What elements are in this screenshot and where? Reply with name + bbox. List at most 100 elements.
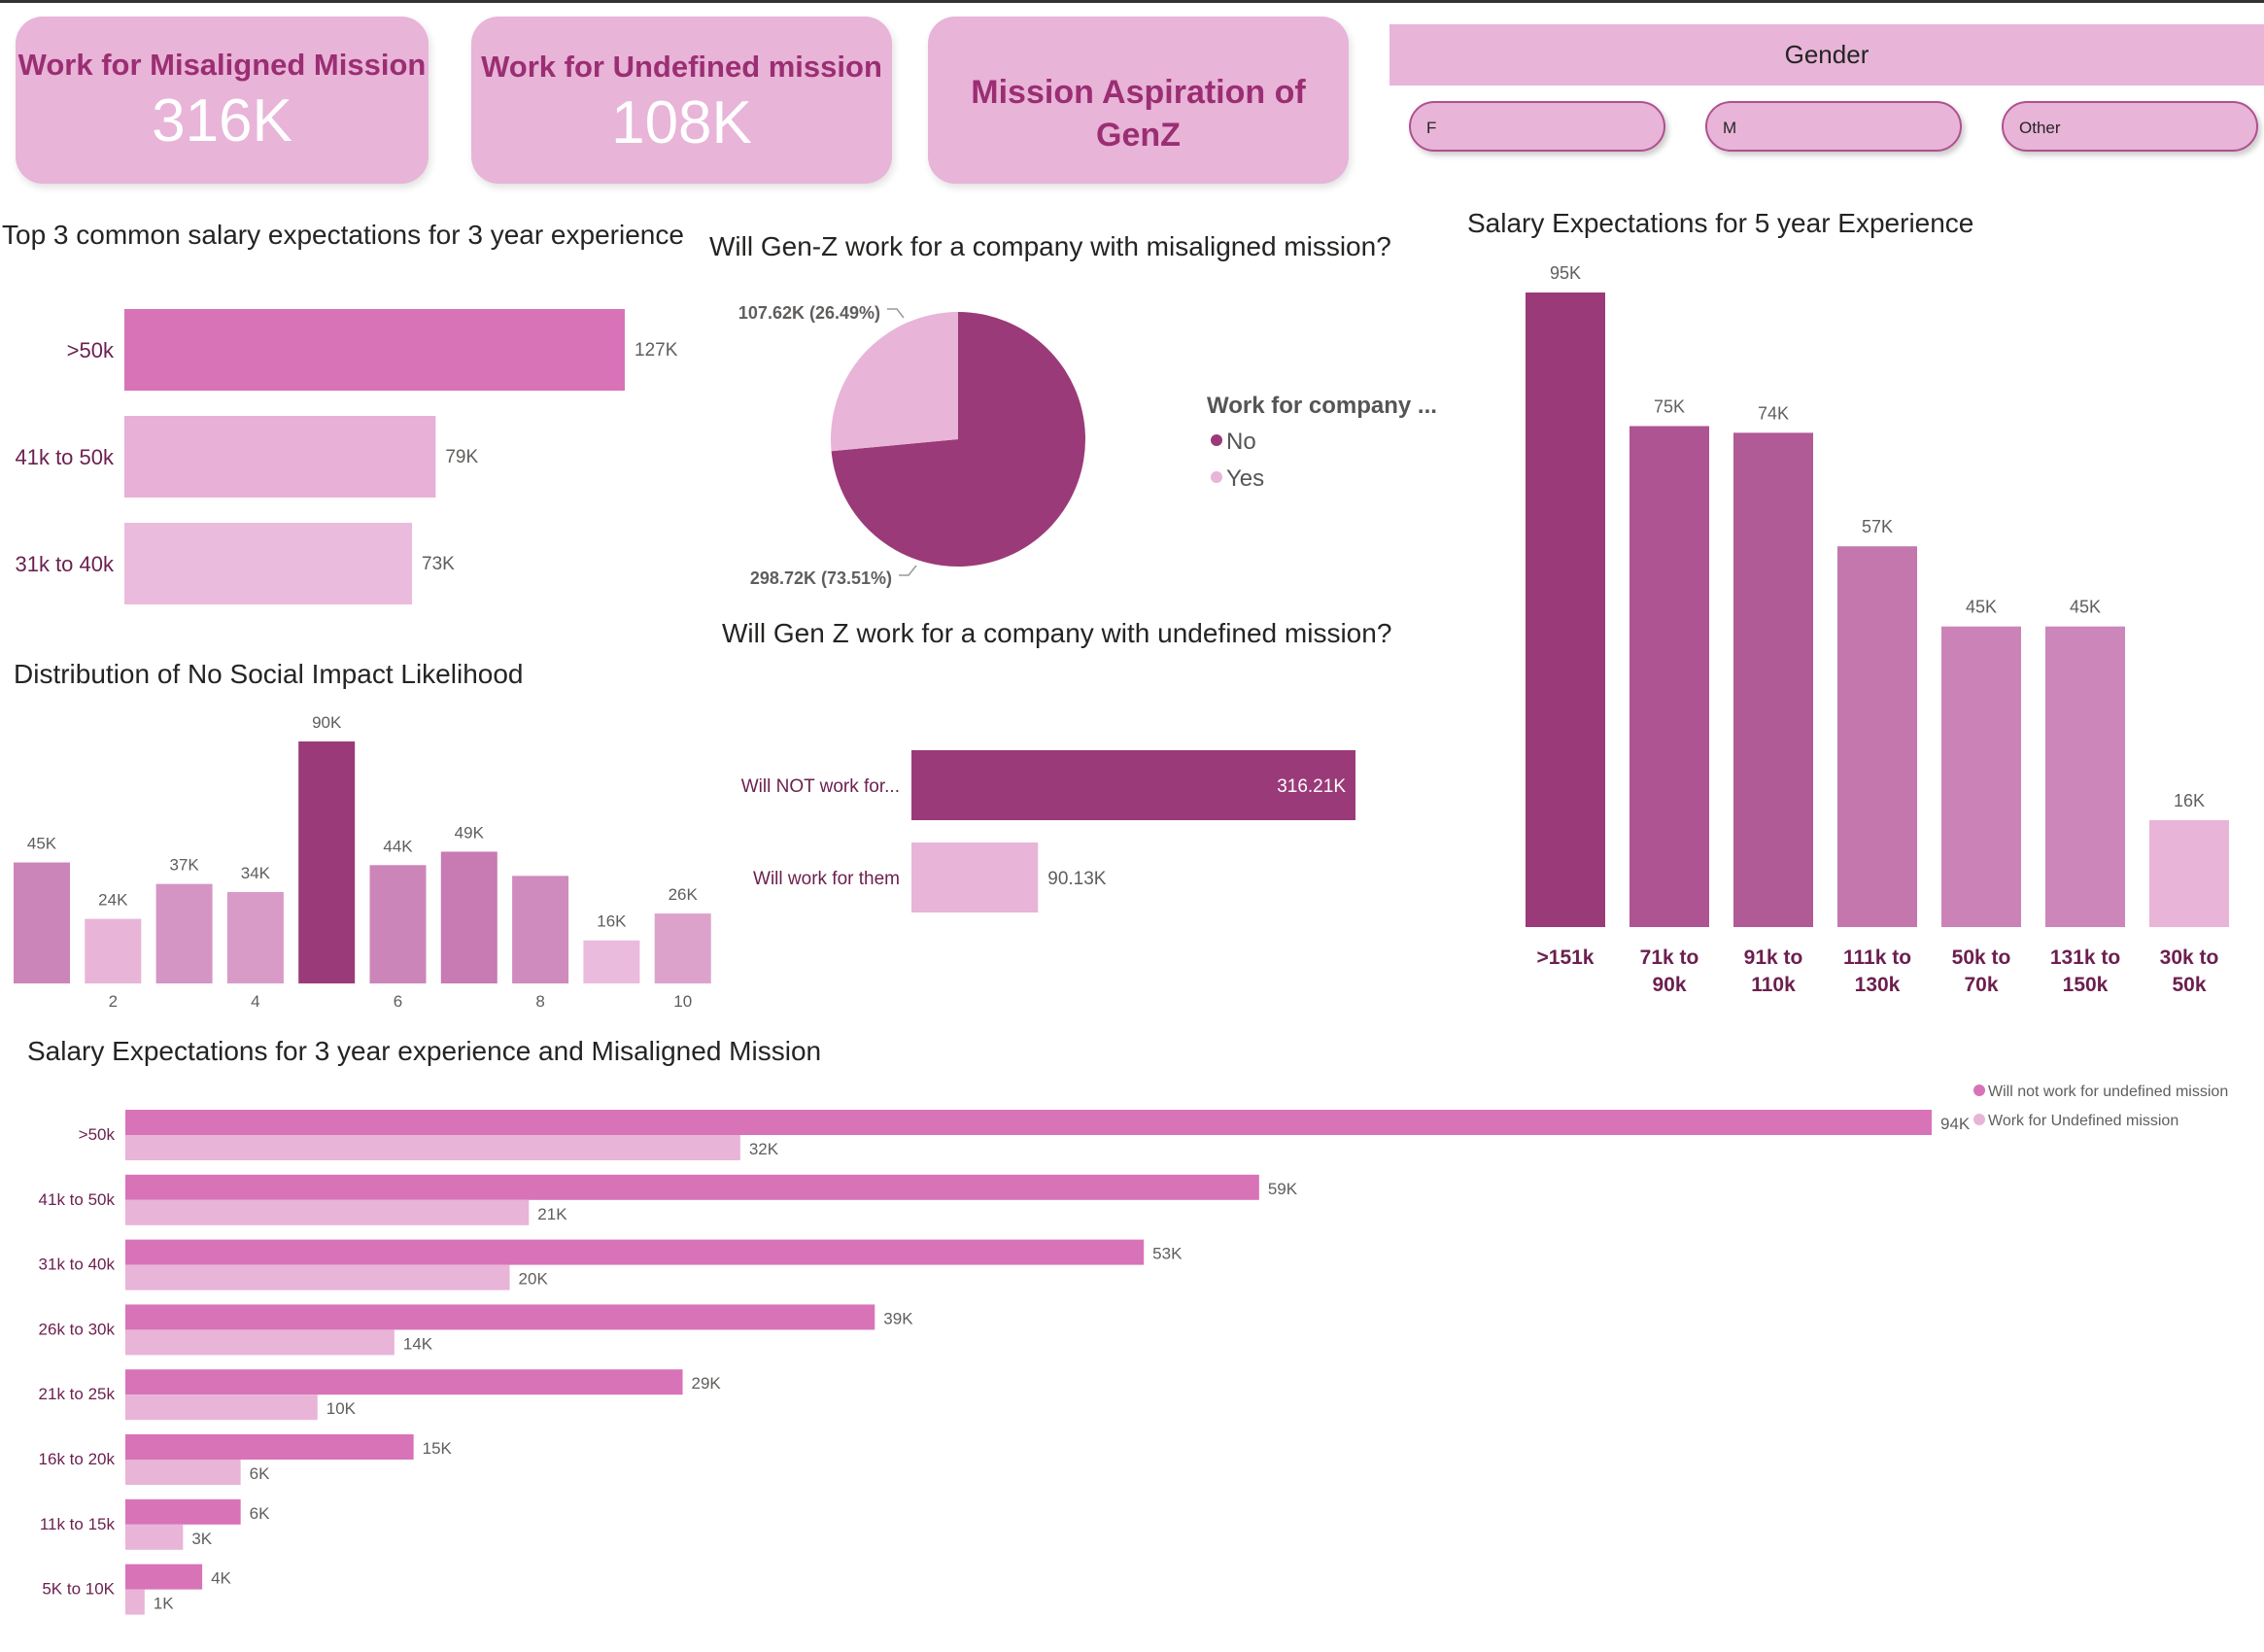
misaligned-bar-will-not-work <box>125 1369 683 1395</box>
misaligned-bar-work <box>125 1329 394 1356</box>
kpi-card-aspiration: Mission Aspiration of GenZ <box>928 17 1349 184</box>
top3-bar <box>124 416 436 498</box>
top-border <box>0 0 2264 3</box>
misaligned-value-label: 53K <box>1152 1245 1183 1263</box>
kpi-undefined-value: 108K <box>611 89 752 156</box>
kpi-misaligned-value: 316K <box>152 87 292 155</box>
top3-category-label: >50k <box>67 338 115 362</box>
misaligned-category-label: >50k <box>79 1125 116 1144</box>
misaligned-legend-marker <box>1973 1084 1985 1096</box>
distribution-bar <box>155 883 213 983</box>
pie-legend-marker <box>1211 471 1222 483</box>
misaligned-legend-label: Work for Undefined mission <box>1988 1113 2178 1129</box>
undefined-value-label: 90.13K <box>1047 869 1107 889</box>
misaligned-value-label: 94K <box>1940 1115 1971 1133</box>
misaligned-bar-work <box>125 1524 184 1550</box>
top3-category-label: 41k to 50k <box>15 445 115 469</box>
gender-option-other[interactable]: Other <box>2002 101 2258 152</box>
misaligned-value-label: 3K <box>191 1530 212 1548</box>
five-year-category-label: 111k to <box>1843 946 1911 969</box>
five-year-category-label: 50k to <box>1952 946 2011 969</box>
five-year-bar <box>1629 426 1709 927</box>
distribution-bar <box>226 891 284 983</box>
undefined-value-label: 316.21K <box>1277 776 1346 797</box>
misaligned-bar-work <box>125 1264 510 1291</box>
five-year-bar <box>1837 546 1917 927</box>
misaligned-value-label: 15K <box>423 1439 453 1458</box>
chart-title-undefined: Will Gen Z work for a company with undef… <box>722 618 1392 648</box>
misaligned-value-label: 20K <box>519 1270 549 1289</box>
misaligned-value-label: 59K <box>1268 1180 1298 1198</box>
misaligned-category-label: 11k to 15k <box>40 1515 116 1533</box>
pie-legend-label: Yes <box>1226 465 1264 492</box>
gender-option-f[interactable]: F <box>1409 101 1665 152</box>
top3-category-label: 31k to 40k <box>15 552 115 576</box>
distribution-tick-label: 10 <box>673 992 692 1011</box>
pie-slice-yes <box>831 312 958 452</box>
misaligned-bar-work <box>125 1394 318 1421</box>
chart-title-five-year: Salary Expectations for 5 year Experienc… <box>1467 208 1974 238</box>
top3-value-label: 79K <box>445 447 478 467</box>
distribution-value-label: 49K <box>455 823 485 842</box>
five-year-bar <box>2149 820 2229 927</box>
kpi-card-misaligned: Work for Misaligned Mission 316K <box>16 17 429 184</box>
kpi-aspiration-line1: Mission Aspiration of <box>971 74 1306 111</box>
distribution-tick-label: 4 <box>251 992 259 1011</box>
distribution-tick-label: 2 <box>109 992 118 1011</box>
undefined-category-label: Will NOT work for... <box>741 776 900 797</box>
distribution-bar <box>654 913 711 983</box>
chart-title-top3: Top 3 common salary expectations for 3 y… <box>2 220 684 250</box>
misaligned-bar-will-not-work <box>125 1239 1145 1265</box>
misaligned-value-label: 39K <box>883 1309 913 1327</box>
misaligned-bar-will-not-work <box>125 1304 875 1330</box>
misaligned-bar-will-not-work <box>125 1498 241 1525</box>
five-year-value-label: 57K <box>1862 517 1893 536</box>
misaligned-legend-label: Will not work for undefined mission <box>1988 1084 2228 1100</box>
undefined-bar <box>911 843 1039 912</box>
chart-title-three-year-misaligned: Salary Expectations for 3 year experienc… <box>27 1036 822 1066</box>
distribution-value-label: 37K <box>169 856 199 875</box>
distribution-bar <box>512 876 569 983</box>
misaligned-value-label: 10K <box>326 1399 357 1418</box>
five-year-category-label: 90k <box>1652 974 1686 996</box>
distribution-tick-label: 8 <box>535 992 544 1011</box>
distribution-bar <box>369 865 427 983</box>
misaligned-value-label: 6K <box>250 1504 270 1523</box>
gender-slicer-title: Gender <box>1389 24 2264 86</box>
top3-bar <box>124 523 413 604</box>
five-year-bar <box>1733 432 1813 927</box>
misaligned-bar-work <box>125 1460 241 1485</box>
five-year-category-label: 70k <box>1964 974 1998 996</box>
pie-leader-no <box>899 565 917 576</box>
misaligned-bar-work <box>125 1135 740 1160</box>
chart-title-pie: Will Gen-Z work for a company with misal… <box>709 231 1391 261</box>
five-year-bar <box>1526 293 1605 927</box>
top3-value-label: 127K <box>635 340 678 361</box>
kpi-undefined-label: Work for Undefined mission <box>481 50 882 84</box>
five-year-value-label: 16K <box>2174 791 2205 810</box>
kpi-misaligned-label: Work for Misaligned Mission <box>17 48 427 82</box>
distribution-tick-label: 6 <box>394 992 402 1011</box>
distribution-value-label: 24K <box>98 891 128 910</box>
distribution-value-label: 16K <box>597 912 627 931</box>
misaligned-category-label: 16k to 20k <box>39 1450 116 1468</box>
five-year-category-label: 71k to <box>1640 946 1699 969</box>
pie-legend-title: Work for company ... <box>1207 393 1437 419</box>
distribution-bar <box>583 940 640 983</box>
distribution-value-label: 26K <box>669 885 699 904</box>
pie-leader-yes <box>887 308 905 319</box>
five-year-value-label: 95K <box>1550 263 1581 283</box>
five-year-value-label: 45K <box>1966 598 1997 617</box>
five-year-category-label: 131k to <box>2050 946 2120 969</box>
five-year-category-label: 150k <box>2063 974 2109 996</box>
misaligned-bar-will-not-work <box>125 1174 1259 1200</box>
gender-option-m[interactable]: M <box>1705 101 1962 152</box>
five-year-category-label: 50k <box>2172 974 2206 996</box>
five-year-bar <box>2045 626 2125 927</box>
chart-title-distribution: Distribution of No Social Impact Likelih… <box>14 659 524 689</box>
kpi-aspiration-line2: GenZ <box>1096 117 1181 154</box>
pie-label-yes: 107.62K (26.49%) <box>738 303 880 323</box>
five-year-category-label: 91k to <box>1744 946 1803 969</box>
top3-value-label: 73K <box>422 554 455 574</box>
